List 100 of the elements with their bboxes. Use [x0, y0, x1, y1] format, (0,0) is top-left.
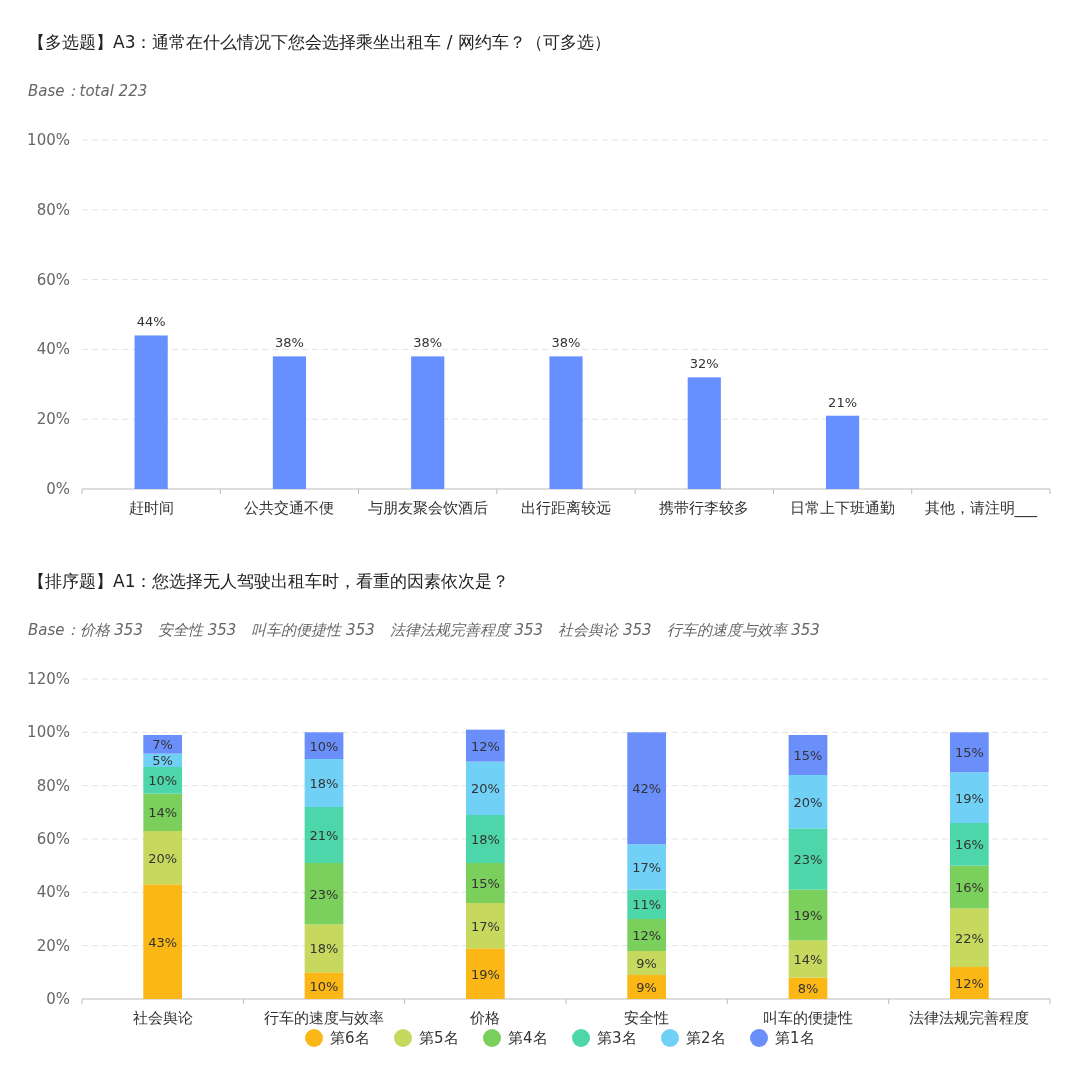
bar — [949, 772, 989, 823]
data-label: 9% — [636, 956, 657, 971]
bar — [143, 831, 183, 885]
y-tick-label: 100% — [27, 131, 70, 149]
chart-subtitle: Base：total 223 — [28, 82, 148, 100]
data-label: 10% — [148, 773, 178, 789]
data-label: 12% — [470, 738, 500, 754]
legend-label: 第4名 — [508, 1029, 548, 1047]
y-tick-label: 60% — [36, 830, 70, 848]
data-label: 20% — [148, 850, 178, 866]
data-label: 14% — [793, 952, 823, 967]
chart-subtitle: Base：价格 353 安全性 353 叫车的便捷性 353 法律法规完善程度 353 社会舆论 353 行车的速度与效率 353 — [28, 621, 820, 639]
y-tick-label: 120% — [27, 670, 70, 688]
bar — [627, 844, 667, 890]
bar — [949, 732, 989, 773]
bar — [304, 863, 344, 925]
bar — [465, 948, 505, 999]
data-label: 5% — [152, 753, 173, 769]
legend-label: 第6名 — [330, 1029, 370, 1047]
bar — [465, 729, 505, 762]
bar — [949, 908, 989, 967]
bar — [949, 967, 989, 999]
x-tick-label: 价格 — [469, 1009, 501, 1027]
data-label: 11% — [632, 897, 662, 913]
data-label: 10% — [309, 738, 339, 754]
y-tick-label: 80% — [36, 200, 70, 219]
data-label: 38% — [551, 335, 581, 351]
y-tick-label: 20% — [36, 410, 70, 429]
bar — [949, 823, 989, 866]
y-tick-label: 0% — [46, 990, 70, 1008]
data-label: 23% — [309, 886, 339, 902]
data-label: 20% — [793, 794, 823, 810]
bar — [465, 863, 505, 903]
bar — [825, 415, 860, 489]
y-tick-label: 20% — [36, 936, 70, 955]
data-label: 19% — [470, 966, 500, 982]
x-tick-label: 行车的速度与效率 — [264, 1009, 384, 1027]
bar — [143, 884, 183, 999]
y-tick-label: 100% — [27, 723, 70, 742]
chart-title: 【排序题】A1：您选择无人驾驶出租车时，看重的因素依次是？ — [28, 571, 510, 591]
bar — [949, 865, 989, 909]
bar — [788, 735, 828, 775]
data-label: 16% — [954, 880, 984, 895]
bar — [465, 815, 505, 863]
bar — [304, 759, 344, 807]
data-label: 18% — [309, 941, 339, 957]
data-label: 12% — [632, 928, 662, 943]
data-label: 17% — [632, 860, 662, 875]
bar — [788, 940, 828, 978]
data-label: 17% — [470, 918, 500, 934]
legend-label: 第5名 — [419, 1029, 459, 1047]
legend-label: 第1名 — [775, 1029, 815, 1047]
chart-title: 【多选题】A3：通常在什么情况下您会选择乘坐出租车 / 网约车？（可多选） — [28, 32, 611, 52]
x-tick-label: 叫车的便捷性 — [763, 1009, 853, 1027]
data-label: 43% — [148, 934, 178, 950]
bar — [465, 761, 505, 815]
data-label: 18% — [470, 832, 500, 847]
x-tick-label: 日常上下班通勤 — [790, 499, 896, 517]
data-label: 22% — [954, 930, 984, 946]
bar — [627, 732, 667, 845]
data-label: 15% — [793, 748, 823, 763]
bar — [411, 356, 445, 489]
data-label: 8% — [797, 981, 819, 997]
x-tick-label: 出行距离较远 — [521, 499, 611, 517]
bar — [687, 377, 721, 489]
bar — [134, 335, 168, 489]
data-label: 19% — [793, 908, 823, 923]
y-tick-label: 40% — [36, 883, 70, 902]
data-label: 23% — [793, 852, 823, 867]
data-label: 32% — [689, 356, 719, 372]
x-tick-label: 其他，请注明___ — [924, 499, 1038, 518]
bar — [465, 903, 505, 949]
data-label: 44% — [136, 314, 166, 330]
bar — [549, 356, 583, 489]
bar — [788, 889, 828, 941]
data-label: 21% — [828, 394, 858, 410]
bar — [272, 356, 307, 489]
data-label: 42% — [632, 781, 662, 797]
bar — [788, 775, 828, 829]
x-tick-label: 社会舆论 — [132, 1009, 193, 1027]
data-label: 38% — [274, 335, 304, 351]
data-label: 10% — [309, 978, 339, 994]
data-label: 15% — [470, 876, 500, 891]
x-tick-label: 公共交通不便 — [244, 499, 335, 517]
y-tick-label: 80% — [36, 776, 70, 795]
data-label: 19% — [954, 790, 984, 806]
data-label: 7% — [152, 737, 173, 753]
bar — [143, 793, 183, 831]
data-label: 12% — [954, 976, 984, 991]
data-label: 20% — [470, 781, 500, 797]
x-tick-label: 携带行李较多 — [659, 499, 750, 517]
legend-label: 第2名 — [686, 1029, 726, 1047]
x-tick-label: 法律法规完善程度 — [909, 1009, 1030, 1027]
data-label: 16% — [954, 837, 984, 853]
y-tick-label: 60% — [36, 270, 70, 289]
data-label: 38% — [413, 335, 443, 351]
bar — [304, 807, 344, 863]
data-label: 18% — [309, 776, 339, 791]
bar — [304, 924, 344, 973]
x-tick-label: 安全性 — [624, 1009, 670, 1027]
